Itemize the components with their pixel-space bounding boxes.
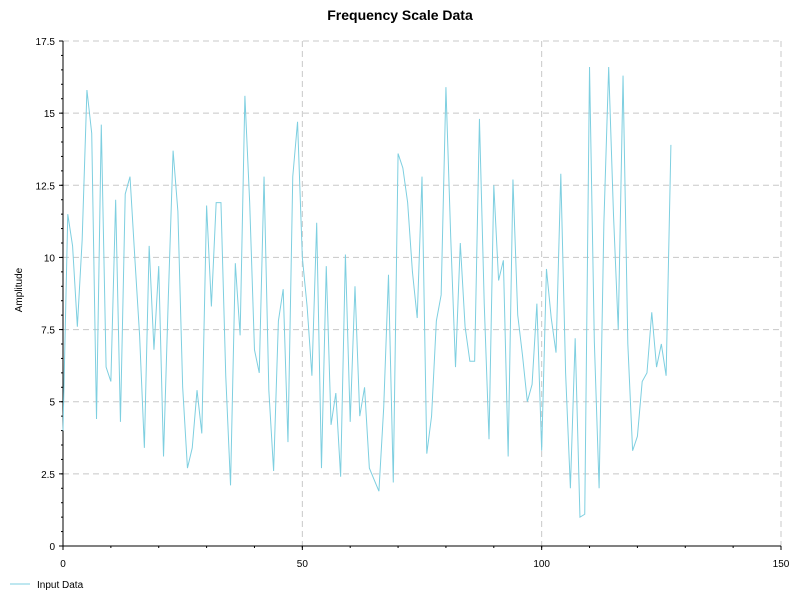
y-axis-label: Amplitude — [14, 267, 25, 312]
y-tick-label: 2.5 — [41, 470, 55, 481]
y-tick-label: 17.5 — [36, 37, 56, 48]
x-tick-label: 50 — [297, 559, 309, 570]
legend-label: Input Data — [37, 580, 84, 591]
series-line-input-data — [62, 66, 672, 519]
x-tick-label: 100 — [533, 559, 550, 570]
legend: Input Data — [10, 580, 84, 591]
y-tick-label: 15 — [44, 109, 56, 120]
y-tick-label: 12.5 — [36, 181, 56, 192]
chart-title: Frequency Scale Data — [327, 7, 473, 23]
x-tick-label: 0 — [60, 559, 66, 570]
axes: 0 2.5 5 7.5 10 12.5 15 17.5 0 50 100 150 — [36, 37, 790, 570]
y-tick-label: 10 — [44, 253, 56, 264]
y-tick-label: 0 — [49, 542, 55, 553]
grid — [63, 40, 782, 546]
y-tick-label: 7.5 — [41, 326, 55, 337]
y-tick-label: 5 — [49, 398, 55, 409]
x-tick-label: 150 — [773, 559, 790, 570]
series-layer — [62, 66, 672, 519]
